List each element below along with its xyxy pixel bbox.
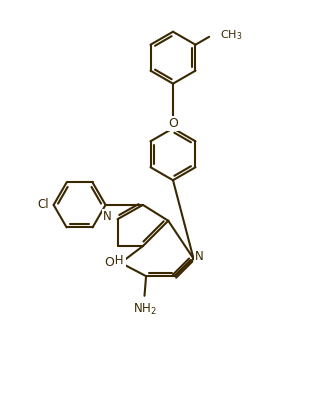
Text: NH: NH bbox=[107, 254, 125, 267]
Text: Cl: Cl bbox=[37, 198, 49, 211]
Text: O: O bbox=[104, 256, 114, 269]
Text: N: N bbox=[103, 210, 112, 223]
Text: CH$_3$: CH$_3$ bbox=[220, 28, 243, 42]
Text: O: O bbox=[168, 117, 178, 131]
Text: N: N bbox=[195, 250, 203, 263]
Text: NH$_2$: NH$_2$ bbox=[132, 302, 156, 317]
